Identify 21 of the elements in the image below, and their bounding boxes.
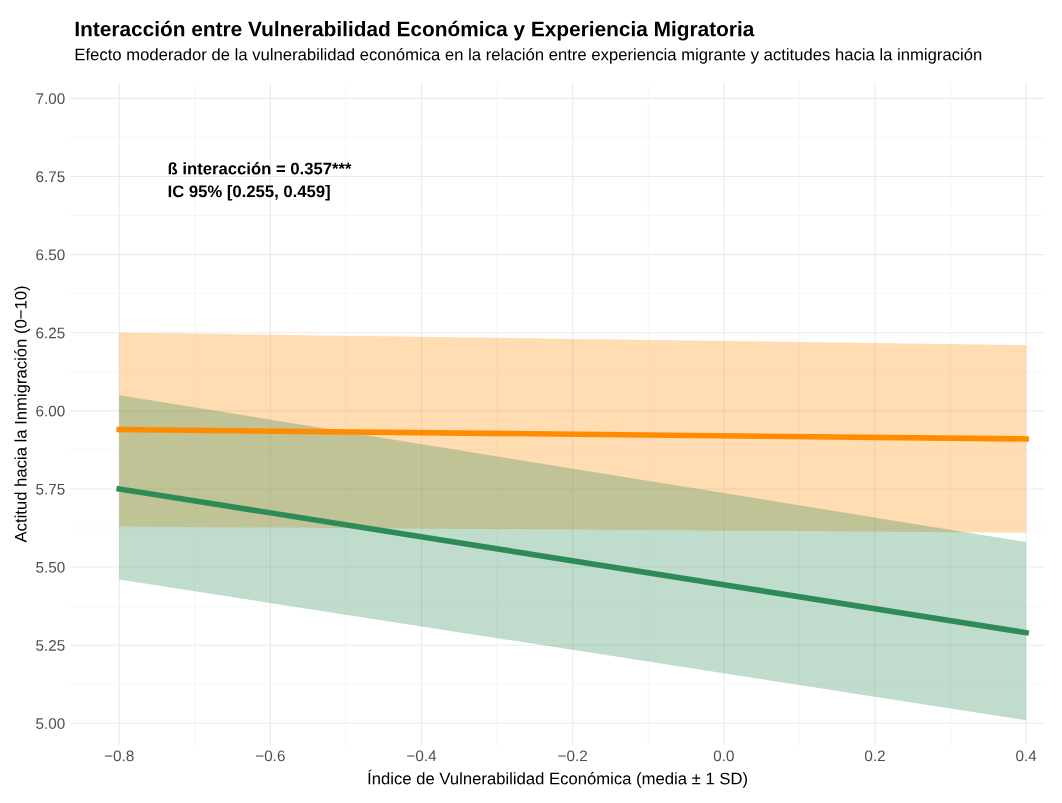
x-tick-label: −0.8 (104, 750, 134, 762)
x-tick-label: 0.4 (1016, 750, 1037, 762)
y-tick-label: 5.00 (36, 718, 65, 729)
x-tick-label: −0.2 (558, 750, 587, 762)
y-tick-label: 5.75 (36, 483, 65, 495)
annotation: ß interacción = 0.357*** IC 95% [0.255, 0.459] (168, 162, 352, 201)
x-tick-label: −0.4 (407, 750, 437, 762)
y-tick-label: 6.50 (36, 249, 65, 261)
y-tick-label: 5.50 (36, 561, 65, 573)
x-tick-label: 0.2 (864, 750, 885, 762)
y-tick-label: 6.25 (36, 327, 65, 339)
y-tick-label: 6.00 (36, 405, 65, 417)
x-tick-label: −0.6 (256, 750, 285, 762)
x-axis-title: Índice de Vulnerabilidad Económica (media ± 1 SD) (368, 769, 747, 788)
y-tick-label: 6.75 (36, 171, 65, 183)
x-tick-label: 0.0 (713, 750, 734, 762)
y-tick-label: 7.00 (36, 93, 65, 105)
chart-title: Interacción entre Vulnerabilidad Económica y Experiencia Migratoria (75, 20, 755, 41)
chart-subtitle: Efecto moderador de la vulnerabilidad económica en la relación entre experiencia migrante y actitudes hacia la inmigración (75, 47, 982, 64)
y-axis-title: Actitud hacia la Inmigración (0−10) (14, 286, 30, 543)
y-tick-label: 5.25 (36, 640, 65, 651)
